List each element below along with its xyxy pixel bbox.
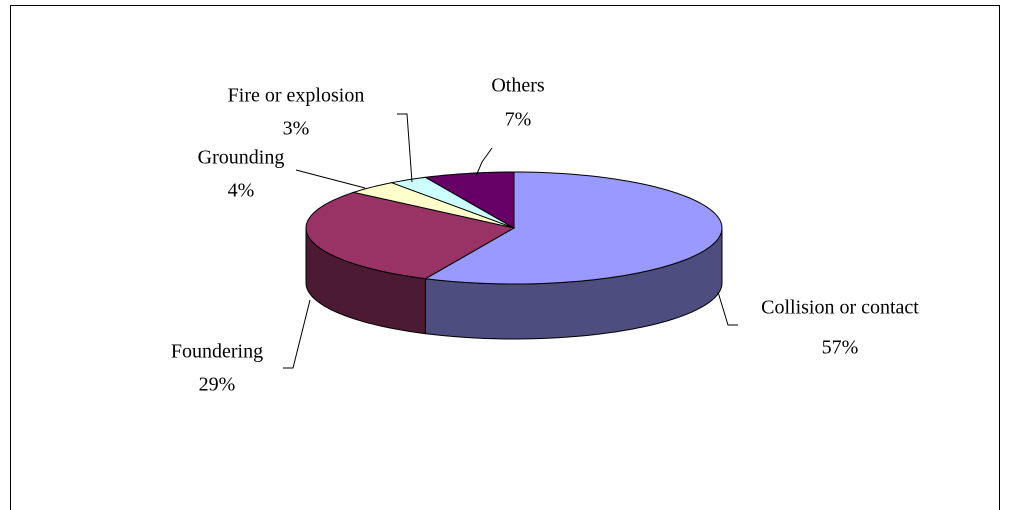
slice-label: Grounding xyxy=(198,147,285,169)
value-label: 3% xyxy=(283,118,310,140)
leader-line xyxy=(475,147,493,177)
slice-label: Others xyxy=(491,75,545,97)
slice-label: Foundering xyxy=(171,341,263,363)
leader-line xyxy=(717,291,738,326)
slice-label: Collision or contact xyxy=(761,297,919,319)
value-label: 29% xyxy=(199,374,236,396)
slice xyxy=(351,182,515,229)
leader-line xyxy=(397,113,413,183)
value-label: 57% xyxy=(822,337,859,359)
value-label: 7% xyxy=(505,109,532,131)
slice xyxy=(305,191,516,280)
slice-label: Fire or explosion xyxy=(228,85,365,107)
value-label: 4% xyxy=(228,180,255,202)
leader-line xyxy=(295,169,366,189)
leader-line xyxy=(283,299,311,369)
slice xyxy=(389,176,515,229)
slice xyxy=(423,171,515,229)
slice xyxy=(423,171,723,285)
